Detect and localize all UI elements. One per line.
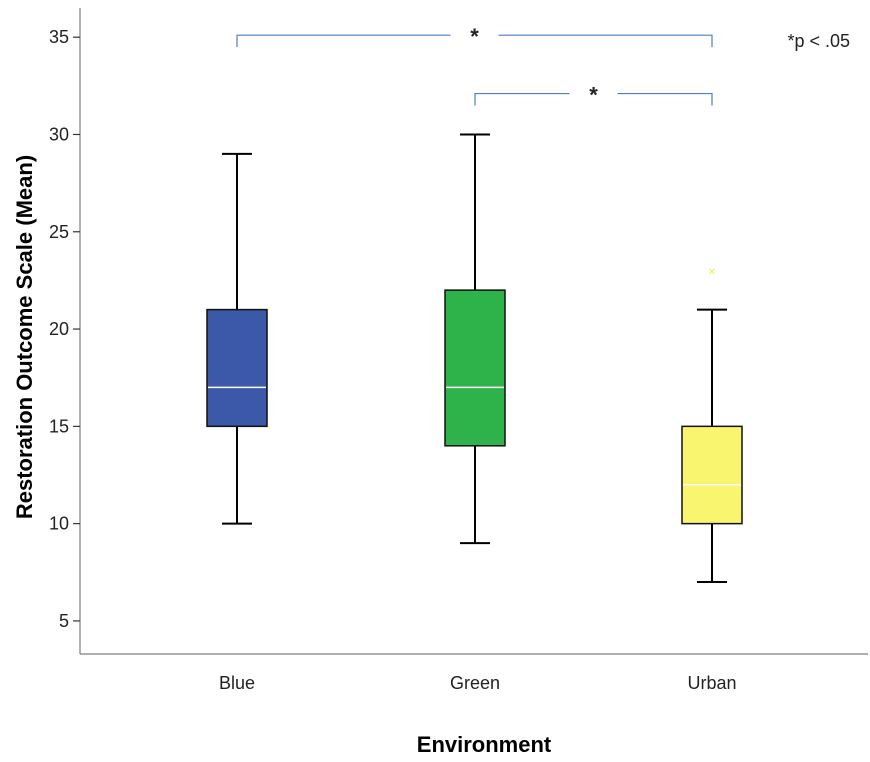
boxes: × xyxy=(206,133,743,584)
outlier-0: × xyxy=(708,267,716,278)
y-tick-label-15: 15 xyxy=(49,416,69,436)
iqr-box xyxy=(206,308,268,428)
x-axis-tick-labels: Blue Green Urban xyxy=(219,673,737,693)
axes xyxy=(79,8,868,655)
y-tick-label-30: 30 xyxy=(49,124,69,144)
y-axis-ticks: 5 10 15 20 25 30 35 xyxy=(49,27,80,631)
significance-star: * xyxy=(470,24,479,49)
x-axis-title: Environment xyxy=(417,732,552,757)
iqr-box xyxy=(681,425,743,525)
box-green xyxy=(444,133,506,545)
significance-star: * xyxy=(589,83,598,108)
bracket-right xyxy=(617,92,713,106)
y-tick-label-5: 5 xyxy=(59,611,69,631)
x-tick-label-green: Green xyxy=(450,673,500,693)
bracket-left xyxy=(236,34,451,48)
y-tick-label-20: 20 xyxy=(49,319,69,339)
bracket-right xyxy=(498,34,713,48)
x-tick-label-urban: Urban xyxy=(687,673,736,693)
significance-note: *p < .05 xyxy=(787,31,850,51)
box-urban: × xyxy=(681,267,743,584)
significance-bracket-blue-urban: * xyxy=(236,24,713,49)
bracket-left xyxy=(474,92,570,106)
significance-bracket-green-urban: * xyxy=(474,83,713,108)
significance-brackets: ** xyxy=(236,24,713,108)
x-tick-label-blue: Blue xyxy=(219,673,255,693)
y-tick-label-35: 35 xyxy=(49,27,69,47)
box-blue xyxy=(206,152,268,525)
iqr-box xyxy=(444,289,506,447)
y-tick-label-10: 10 xyxy=(49,514,69,534)
y-axis-title: Restoration Outcome Scale (Mean) xyxy=(12,155,37,519)
y-tick-label-25: 25 xyxy=(49,222,69,242)
